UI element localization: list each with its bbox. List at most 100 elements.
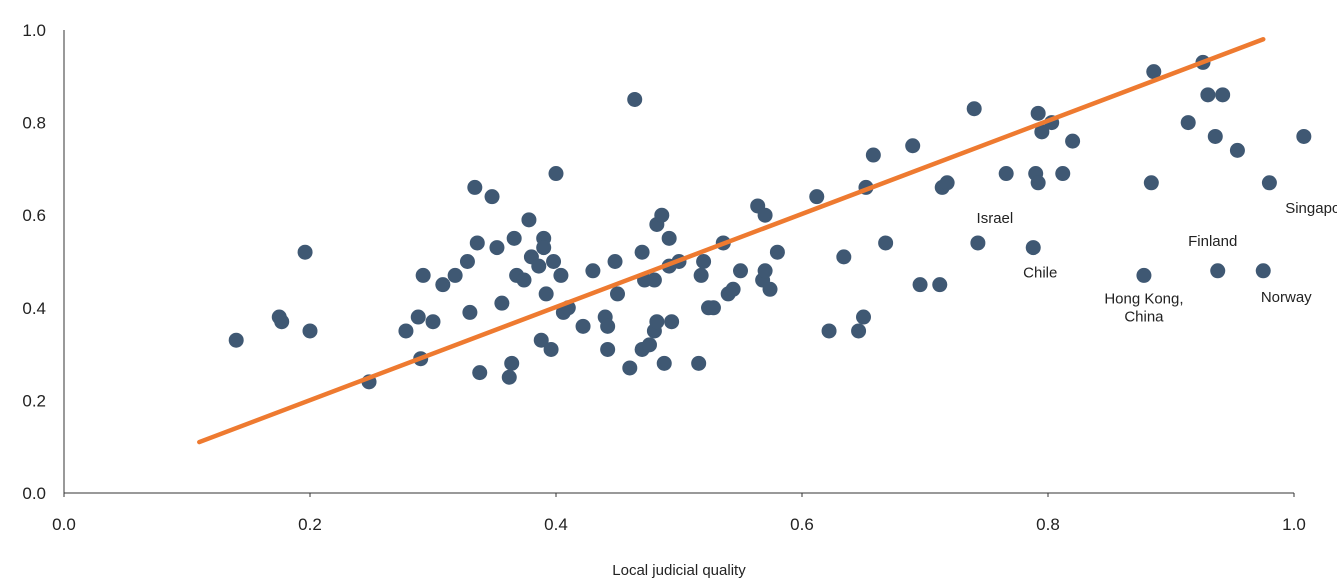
data-point	[274, 314, 290, 330]
data-point	[1255, 263, 1271, 279]
data-point	[733, 263, 748, 279]
data-point	[649, 314, 665, 330]
data-point	[769, 244, 785, 260]
data-point	[836, 249, 852, 265]
data-point	[435, 277, 451, 293]
data-point	[459, 254, 475, 269]
country-annotations: Israel Chile Hong Kong,China Finland Norway S…	[977, 200, 1337, 326]
data-point	[1055, 166, 1071, 182]
data-points	[228, 54, 1312, 390]
data-point	[585, 263, 601, 279]
trendline-group	[197, 37, 1266, 445]
data-point	[646, 272, 662, 288]
data-point	[691, 355, 707, 371]
data-point	[553, 267, 569, 283]
data-point	[302, 323, 318, 339]
data-point	[912, 277, 928, 293]
data-point	[757, 263, 773, 279]
data-point	[821, 323, 837, 339]
data-point	[536, 240, 552, 256]
data-point	[1136, 267, 1152, 283]
data-point	[1146, 64, 1162, 80]
annotation-label: Finland	[1188, 233, 1237, 250]
data-point	[600, 318, 616, 334]
data-point	[1143, 175, 1159, 191]
x-tick-label: 0.4	[544, 515, 568, 534]
data-point	[531, 258, 547, 274]
data-point	[469, 235, 485, 251]
data-point	[1215, 87, 1231, 103]
data-point	[998, 166, 1014, 182]
data-point	[627, 91, 643, 107]
data-point	[1025, 240, 1041, 256]
data-point	[533, 332, 549, 348]
data-point	[447, 267, 463, 283]
data-point	[610, 286, 625, 302]
data-point	[1261, 175, 1277, 191]
data-point	[865, 147, 881, 163]
data-point	[410, 309, 426, 325]
data-point	[664, 314, 680, 330]
data-point	[641, 337, 657, 353]
y-tick-label: 1.0	[22, 21, 46, 40]
data-point	[548, 166, 564, 182]
x-tick-label: 0.0	[52, 515, 76, 534]
y-tick-label: 0.0	[22, 484, 46, 503]
data-point	[1180, 115, 1196, 131]
x-tick-label: 0.6	[790, 515, 814, 534]
data-point	[1296, 128, 1312, 144]
data-point	[484, 189, 500, 205]
data-point	[1030, 105, 1046, 121]
data-point	[472, 365, 488, 381]
data-point	[656, 355, 672, 371]
data-point	[905, 138, 921, 154]
annotation-label: Israel	[977, 210, 1014, 227]
data-point	[297, 244, 313, 260]
data-point	[543, 341, 559, 357]
data-point	[661, 230, 677, 246]
data-point	[634, 244, 650, 260]
y-tick-label: 0.6	[22, 206, 46, 225]
data-point	[1030, 175, 1046, 191]
data-point	[970, 235, 986, 251]
y-tick-label: 0.8	[22, 114, 46, 133]
data-point	[696, 254, 712, 269]
data-point	[489, 240, 505, 256]
data-point	[932, 277, 948, 293]
data-point	[1065, 133, 1081, 149]
y-tick-label: 0.2	[22, 391, 46, 410]
annotation-label: Singapore	[1285, 200, 1337, 217]
x-axis-title: Local judicial quality	[612, 562, 746, 579]
x-tick-label: 0.2	[298, 515, 322, 534]
data-point	[1034, 124, 1050, 140]
data-point	[654, 207, 670, 223]
trendline	[197, 37, 1266, 445]
data-point	[851, 323, 867, 339]
annotation-label: Chile	[1023, 265, 1057, 282]
data-point	[506, 230, 522, 246]
data-point	[607, 254, 623, 269]
annotation-label: Norway	[1261, 289, 1312, 306]
data-point	[521, 212, 537, 228]
data-point	[1210, 263, 1226, 279]
data-point	[1229, 142, 1245, 158]
data-point	[501, 369, 517, 385]
y-tick-label: 0.4	[22, 299, 46, 318]
data-point	[467, 179, 483, 195]
data-point	[415, 267, 431, 283]
data-point	[939, 175, 955, 191]
data-point	[462, 304, 478, 320]
data-point	[725, 281, 741, 297]
data-point	[693, 267, 709, 283]
x-tick-label: 0.8	[1036, 515, 1060, 534]
data-point	[516, 272, 532, 288]
data-point	[575, 318, 591, 334]
data-point	[856, 309, 871, 325]
data-point	[538, 286, 554, 302]
data-point	[494, 295, 510, 311]
data-point	[705, 300, 721, 316]
data-point	[425, 314, 441, 330]
data-point	[878, 235, 894, 251]
data-point	[1200, 87, 1216, 103]
